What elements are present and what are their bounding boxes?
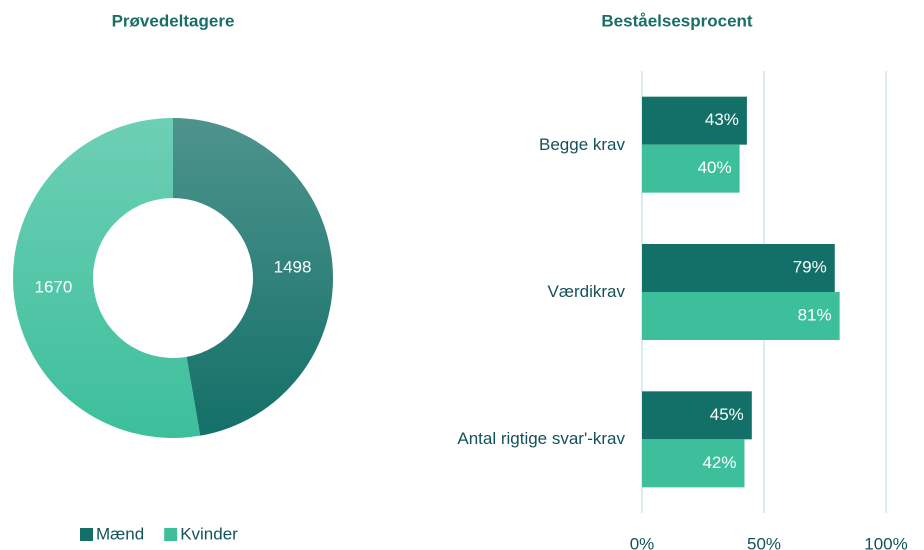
legend-swatch (164, 528, 178, 541)
slice-label: 1498 (274, 257, 312, 276)
bar (642, 144, 740, 193)
bar (642, 96, 747, 145)
x-tick-label: 0% (630, 534, 655, 550)
y-tick-label: Antal rigtige svar'-krav (365, 399, 625, 479)
chart-title: Prøvedeltagere (112, 11, 235, 30)
slice-label: 1670 (35, 278, 73, 297)
legend-swatch (80, 528, 93, 541)
category-text: Begge krav (539, 134, 625, 154)
category-text: Værdikrav (547, 282, 625, 301)
bar (642, 391, 752, 440)
legend-label: Mænd (96, 524, 144, 543)
x-tick-label: 100% (864, 534, 907, 550)
y-tick-label: Værdikrav (365, 252, 625, 332)
x-tick-label: 50% (747, 534, 781, 550)
bar-label: 42% (702, 453, 736, 472)
bar-label: 43% (705, 110, 739, 129)
bar-label: 45% (710, 405, 744, 424)
bar-label: 81% (798, 305, 832, 324)
legend-label: Kvinder (180, 524, 238, 543)
slice-shade (13, 118, 201, 438)
bar (642, 439, 745, 488)
bar-label: 40% (698, 158, 732, 177)
bar (642, 244, 835, 292)
chart-title: Beståelsesprocent (601, 11, 753, 30)
slice-shade (173, 118, 334, 436)
y-tick-label: Begge krav (365, 105, 625, 185)
category-text: Antal rigtige svar'-krav (457, 429, 625, 449)
bar-label: 79% (793, 257, 827, 276)
bar (642, 292, 840, 340)
